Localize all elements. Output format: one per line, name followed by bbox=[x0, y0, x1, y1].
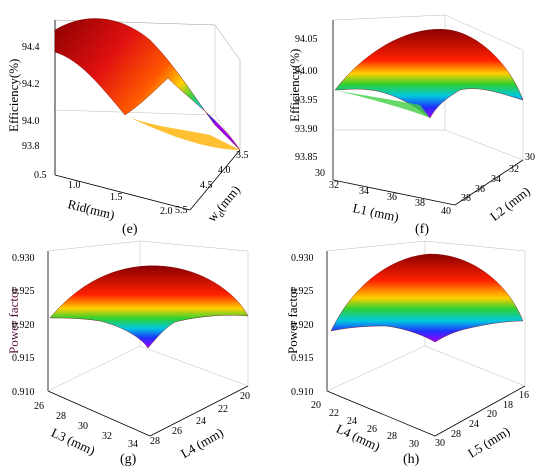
panel-e: Efficiency(%) 94.4 94.2 94.0 93.8 0.5 1.… bbox=[0, 0, 275, 237]
z-tick-g-1: 0.925 bbox=[12, 286, 35, 297]
z-tick-e-2: 94.0 bbox=[22, 116, 40, 127]
panel-label-g: (g) bbox=[120, 452, 137, 467]
y-tick-h-2: 24 bbox=[469, 419, 479, 430]
x-axis-g bbox=[47, 390, 151, 437]
panel-g: Power factor 0.930 0.925 0.920 0.915 0.9… bbox=[0, 236, 275, 471]
y-tick-e-2: 4.0 bbox=[218, 165, 231, 176]
y-tick-g-1: 26 bbox=[172, 426, 182, 437]
panel-h: Power factor 0.930 0.925 0.920 0.915 0.9… bbox=[275, 236, 550, 471]
y-axis-e bbox=[189, 149, 241, 211]
y-tick-f-2: 34 bbox=[491, 174, 501, 185]
y-tick-g-2: 24 bbox=[196, 416, 206, 427]
power-factor-surface-g bbox=[49, 265, 249, 349]
x-tick-e-3: 2.0 bbox=[160, 206, 173, 217]
x-tick-f-2: 34 bbox=[359, 186, 369, 197]
x-tick-g-4: 34 bbox=[128, 439, 138, 450]
x-tick-g-1: 28 bbox=[56, 411, 66, 422]
z-tick-e-3: 93.8 bbox=[22, 141, 40, 152]
z-tick-f-0: 94.05 bbox=[295, 34, 318, 45]
x-axis-e bbox=[54, 174, 191, 211]
y-tick-h-4: 18 bbox=[503, 400, 513, 411]
z-tick-h-4: 0.910 bbox=[291, 387, 314, 398]
efficiency-surface-front-e bbox=[125, 115, 240, 150]
z-tick-g-0: 0.930 bbox=[12, 253, 35, 264]
x-tick-f-1: 32 bbox=[329, 180, 339, 191]
y-tick-h-1: 28 bbox=[451, 429, 461, 440]
efficiency-surface-e bbox=[54, 18, 241, 151]
z-tick-f-2: 93.95 bbox=[295, 95, 318, 106]
y-tick-f-3: 32 bbox=[509, 164, 519, 175]
surface-plot-g bbox=[47, 240, 249, 437]
x-tick-h-2: 24 bbox=[347, 416, 357, 427]
z-tick-h-3: 0.915 bbox=[291, 353, 314, 364]
y-tick-f-0: 38 bbox=[461, 193, 471, 204]
y-tick-g-4: 20 bbox=[240, 391, 250, 402]
z-tick-h-2: 0.920 bbox=[291, 320, 314, 331]
surface-plot-h bbox=[326, 240, 526, 437]
y-tick-f-1: 36 bbox=[475, 184, 485, 195]
z-tick-h-0: 0.930 bbox=[291, 253, 314, 264]
z-tick-f-4: 93.85 bbox=[295, 152, 318, 163]
panel-label-f: (f) bbox=[415, 222, 429, 237]
efficiency-surface-f bbox=[334, 29, 524, 119]
power-factor-surface-h bbox=[330, 253, 524, 343]
y-tick-h-3: 20 bbox=[487, 409, 497, 420]
x-tick-g-2: 30 bbox=[78, 421, 88, 432]
z-tick-h-1: 0.925 bbox=[291, 286, 314, 297]
x-tick-e-0: 0.5 bbox=[34, 170, 47, 181]
z-axis-title-e: Efficiency(%) bbox=[6, 58, 21, 132]
x-tick-f-4: 38 bbox=[415, 198, 425, 209]
x-tick-h-0: 20 bbox=[311, 400, 321, 411]
y-tick-g-3: 22 bbox=[218, 404, 228, 415]
y-axis-f bbox=[454, 159, 524, 206]
y-tick-h-0: 30 bbox=[435, 438, 445, 449]
x-axis-h bbox=[326, 390, 436, 437]
x-tick-f-3: 36 bbox=[387, 192, 397, 203]
y-tick-g-0: 28 bbox=[150, 436, 160, 447]
panel-f: Efficiency(%) 94.05 94.00 93.95 93.90 93… bbox=[275, 0, 550, 237]
z-tick-g-3: 0.915 bbox=[12, 353, 35, 364]
x-tick-h-4: 28 bbox=[387, 431, 397, 442]
z-tick-f-1: 94.00 bbox=[295, 66, 318, 77]
panel-label-e: (e) bbox=[122, 222, 138, 237]
x-tick-e-1: 1.0 bbox=[68, 180, 81, 191]
z-tick-e-1: 94.2 bbox=[22, 79, 40, 90]
x-tick-f-0: 30 bbox=[315, 168, 325, 179]
z-axis-title-f: Efficiency(%) bbox=[287, 48, 302, 122]
y-tick-h-5: 16 bbox=[519, 390, 529, 401]
y-tick-f-4: 30 bbox=[525, 152, 535, 163]
x-tick-h-5: 30 bbox=[409, 439, 419, 450]
z-tick-e-0: 94.4 bbox=[22, 42, 40, 53]
x-tick-g-3: 32 bbox=[102, 431, 112, 442]
x-tick-h-1: 22 bbox=[329, 408, 339, 419]
x-tick-h-3: 26 bbox=[367, 424, 377, 435]
x-tick-f-5: 40 bbox=[441, 206, 451, 217]
surface-plot-e bbox=[54, 18, 241, 211]
y-tick-e-3: 3.5 bbox=[236, 150, 249, 161]
z-tick-g-2: 0.920 bbox=[12, 320, 35, 331]
y-tick-e-1: 4.5 bbox=[200, 180, 213, 191]
y-tick-e-0: 5.5 bbox=[175, 205, 188, 216]
surface-plot-f bbox=[332, 14, 524, 206]
y-axis-h bbox=[434, 385, 526, 437]
panel-label-h: (h) bbox=[403, 452, 420, 467]
x-tick-e-2: 1.5 bbox=[110, 192, 123, 203]
z-tick-g-4: 0.910 bbox=[12, 387, 35, 398]
x-tick-g-0: 26 bbox=[34, 401, 44, 412]
y-axis-g bbox=[149, 385, 249, 437]
x-axis-f bbox=[332, 179, 456, 206]
z-tick-f-3: 93.90 bbox=[295, 124, 318, 135]
